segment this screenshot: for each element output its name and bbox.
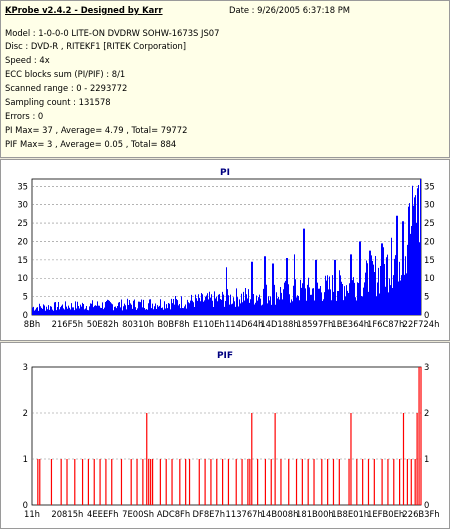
pi-y-tick-right: 10 bbox=[424, 273, 435, 283]
pi-y-tick-left: 35 bbox=[17, 181, 28, 191]
info-ecc-sum: ECC blocks sum (PI/PIF) : 8/1 bbox=[5, 69, 126, 79]
info-disc: Disc : DVD-R , RITEKF1 [RITEK Corporatio… bbox=[5, 41, 187, 51]
pi-y-tick-right: 25 bbox=[424, 218, 435, 228]
pif-x-tick: 226B3Fh bbox=[402, 509, 439, 519]
pi-x-tick: 1F6C87h bbox=[367, 319, 404, 329]
pif-y-tick-right: 3 bbox=[424, 362, 429, 372]
pi-x-tick: 18597Fh bbox=[297, 319, 334, 329]
pi-chart: 0 0 5 5 10 10 15 15 20 20 25 25 30 30 35 35 8Bh 216F5h 50E… bbox=[17, 178, 440, 329]
app-title: KProbe v2.4.2 - Designed by Karr bbox=[5, 5, 163, 15]
pif-x-tick: 181B00h bbox=[296, 509, 334, 519]
pi-x-tick: 22F724h bbox=[403, 319, 440, 329]
pi-y-tick-right: 35 bbox=[424, 181, 435, 191]
pi-x-tick: 216F5h bbox=[52, 319, 83, 329]
pi-y-tick-left: 15 bbox=[17, 255, 28, 265]
pi-x-tick: 114D64h bbox=[225, 319, 263, 329]
pi-x-tick: 14D188h bbox=[260, 319, 298, 329]
pi-y-tick-left: 30 bbox=[17, 200, 28, 210]
pi-x-tick: 8Bh bbox=[24, 319, 40, 329]
pi-x-tick: 50E82h bbox=[87, 319, 119, 329]
info-speed: Speed : 4x bbox=[5, 55, 50, 65]
pif-x-tick: 4EEEFh bbox=[87, 509, 118, 519]
pif-x-tick: DF8E7h bbox=[193, 509, 226, 519]
pi-y-tick-right: 30 bbox=[424, 200, 435, 210]
pi-x-tick: 1BE364h bbox=[331, 319, 369, 329]
pi-x-tick: 80310h bbox=[122, 319, 154, 329]
pi-chart-title: PI bbox=[220, 168, 230, 178]
pif-y-tick-left: 0 bbox=[23, 500, 28, 510]
info-sampling-count: Sampling count : 131578 bbox=[5, 97, 111, 107]
pif-x-tick: 113767h bbox=[226, 509, 263, 519]
pi-y-tick-left: 5 bbox=[23, 292, 28, 302]
pi-y-tick-right: 15 bbox=[424, 255, 435, 265]
pif-chart-title: PIF bbox=[216, 351, 234, 361]
info-panel: KProbe v2.4.2 - Designed by Karr Date : … bbox=[0, 0, 450, 158]
pi-y-tick-left: 0 bbox=[23, 310, 28, 320]
info-errors: Errors : 0 bbox=[5, 111, 44, 121]
pif-chart-panel: PIF 0 0 1 1 2 2 3 3 11h 20815h 4EEEFh 7E00Sh ADC8Fh D… bbox=[0, 342, 450, 529]
pif-x-tick: 1B8E01h bbox=[331, 509, 369, 519]
pi-y-tick-right: 20 bbox=[424, 236, 435, 246]
pif-x-tick: ADC8Fh bbox=[157, 509, 190, 519]
pif-chart: 0 0 1 1 2 2 3 3 11h 20815h 4EEEFh 7E00Sh ADC8Fh DF8E7… bbox=[23, 362, 440, 519]
pif-x-tick: 11h bbox=[24, 509, 40, 519]
pif-y-tick-left: 3 bbox=[23, 362, 28, 372]
pif-y-tick-left: 1 bbox=[23, 454, 28, 464]
pi-y-tick-left: 25 bbox=[17, 218, 28, 228]
pif-y-tick-right: 0 bbox=[424, 500, 429, 510]
pi-series bbox=[32, 179, 421, 315]
pi-y-tick-right: 5 bbox=[424, 292, 429, 302]
pi-x-tick: E110Eh bbox=[193, 319, 225, 329]
pif-y-tick-left: 2 bbox=[23, 408, 28, 418]
pi-y-tick-right: 0 bbox=[424, 310, 429, 320]
info-scanned-range: Scanned range : 0 - 2293772 bbox=[5, 83, 128, 93]
scan-date: Date : 9/26/2005 6:37:18 PM bbox=[229, 5, 350, 15]
pif-series bbox=[37, 367, 422, 505]
info-pi-stats: PI Max= 37 , Average= 4.79 , Total= 7977… bbox=[5, 125, 188, 135]
pif-plot-area bbox=[31, 366, 422, 506]
pi-x-tick: B0BF8h bbox=[157, 319, 189, 329]
pif-x-tick: 20815h bbox=[51, 509, 83, 519]
pif-x-tick: 14B008h bbox=[261, 509, 299, 519]
pi-y-tick-left: 20 bbox=[17, 236, 28, 246]
info-pif-stats: PIF Max= 3 , Average= 0.05 , Total= 884 bbox=[5, 139, 177, 149]
pi-y-tick-left: 10 bbox=[17, 273, 28, 283]
pif-x-tick: 7E00Sh bbox=[122, 509, 154, 519]
pif-y-tick-right: 1 bbox=[424, 454, 429, 464]
pi-chart-panel: PI 0 0 5 5 10 10 15 15 20 20 25 25 30 30 35 35 8Bh 216F5h… bbox=[0, 159, 450, 341]
info-model: Model : 1-0-0-0 LITE-ON DVDRW SOHW-1673S… bbox=[5, 28, 220, 38]
pif-x-tick: 1EFB0Eh bbox=[367, 509, 404, 519]
pif-y-tick-right: 2 bbox=[424, 408, 429, 418]
